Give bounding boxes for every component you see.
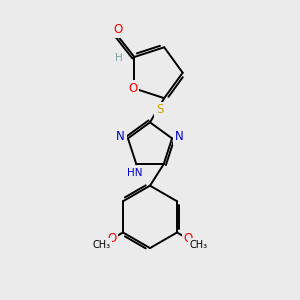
Text: N: N xyxy=(175,130,184,143)
Text: CH₃: CH₃ xyxy=(190,240,208,250)
Text: S: S xyxy=(156,103,163,116)
Text: N: N xyxy=(116,130,125,143)
Text: CH₃: CH₃ xyxy=(92,240,110,250)
Text: O: O xyxy=(113,23,123,36)
Text: HN: HN xyxy=(127,168,142,178)
Text: H: H xyxy=(115,53,123,64)
Text: O: O xyxy=(107,232,117,245)
Text: O: O xyxy=(128,82,137,95)
Text: O: O xyxy=(183,232,193,245)
